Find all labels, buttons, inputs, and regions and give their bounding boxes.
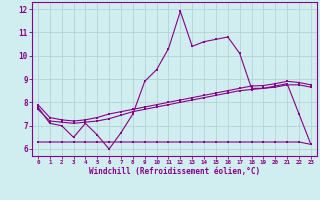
X-axis label: Windchill (Refroidissement éolien,°C): Windchill (Refroidissement éolien,°C) — [89, 167, 260, 176]
